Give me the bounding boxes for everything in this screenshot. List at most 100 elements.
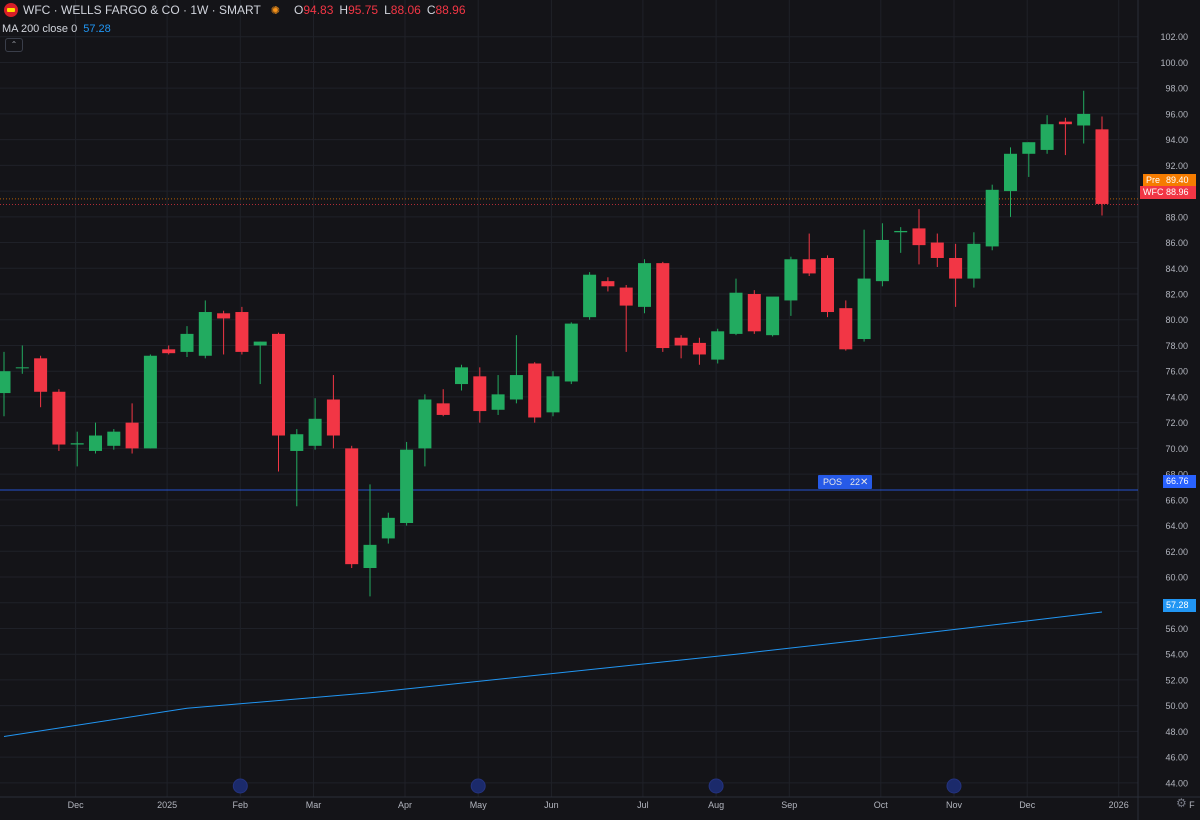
- x-tick-label: Nov: [946, 800, 963, 810]
- y-tick-label: 84.00: [1165, 264, 1188, 274]
- y-tick-label: 86.00: [1165, 238, 1188, 248]
- x-tick-label: 2025: [157, 800, 177, 810]
- candle-body: [875, 239, 889, 282]
- candle-body: [345, 448, 359, 565]
- x-tick-label: Dec: [1019, 800, 1036, 810]
- last-price-tag-value: 88.96: [1163, 186, 1196, 199]
- y-tick-label: 60.00: [1165, 573, 1188, 583]
- position-label[interactable]: POS 22 ✕: [818, 475, 872, 489]
- candle-body: [217, 313, 231, 319]
- candle-body: [272, 333, 285, 436]
- candle-body: [89, 435, 102, 451]
- candle-body: [656, 263, 670, 349]
- candle-body: [784, 259, 798, 301]
- candle-body: [253, 341, 267, 346]
- candle-body: [692, 342, 706, 355]
- candle-body: [729, 292, 743, 334]
- pre-market-tag-value: 89.40: [1163, 174, 1196, 187]
- y-tick-label: 76.00: [1165, 367, 1188, 377]
- candle-body: [326, 399, 340, 436]
- candle-body: [747, 294, 761, 332]
- y-tick-label: 88.00: [1165, 212, 1188, 222]
- ma-price-tag: 57.28: [1163, 599, 1196, 612]
- event-marker-icon: [232, 778, 248, 794]
- candle-body: [802, 259, 816, 274]
- y-tick-label: 102.00: [1160, 32, 1188, 42]
- candle-body: [162, 349, 176, 354]
- y-tick-label: 50.00: [1165, 701, 1188, 711]
- high-value: 95.75: [348, 3, 379, 17]
- x-tick-label: Mar: [306, 800, 322, 810]
- low-label: L: [384, 3, 391, 17]
- position-qty: 22: [850, 477, 861, 487]
- candle-body: [491, 394, 505, 410]
- position-text: POS: [823, 477, 843, 487]
- candle-body: [52, 391, 66, 445]
- candle-body: [15, 367, 29, 369]
- position-price-tag: 66.76: [1163, 475, 1196, 488]
- candle-body: [290, 434, 304, 451]
- candle-body: [473, 376, 487, 412]
- x-tick-label: Feb: [233, 800, 249, 810]
- y-tick-label: 72.00: [1165, 418, 1188, 428]
- candle-body: [400, 449, 414, 523]
- candle-body: [985, 189, 999, 247]
- y-tick-label: 56.00: [1165, 624, 1188, 634]
- x-tick-label: 2026: [1109, 800, 1129, 810]
- close-label: C: [426, 3, 436, 17]
- candle-body: [821, 257, 834, 313]
- candle-body: [583, 274, 597, 318]
- y-tick-label: 62.00: [1165, 547, 1188, 557]
- candle-body: [949, 257, 963, 279]
- y-tick-label: 48.00: [1165, 727, 1188, 737]
- x-tick-label: Oct: [874, 800, 889, 810]
- wells-fargo-logo-icon: [4, 3, 18, 17]
- symbol-title[interactable]: WFC · WELLS FARGO & CO · 1W · SMART: [23, 3, 261, 17]
- candle-body: [839, 308, 853, 350]
- candle-body: [198, 312, 212, 356]
- candle-body: [363, 544, 377, 569]
- y-tick-label: 94.00: [1165, 135, 1188, 145]
- candle-body: [967, 243, 981, 279]
- y-tick-label: 92.00: [1165, 161, 1188, 171]
- market-status-icon[interactable]: ✺: [270, 4, 281, 17]
- x-tick-label: Jun: [544, 800, 559, 810]
- x-tick-label: Jul: [637, 800, 649, 810]
- y-tick-label: 100.00: [1160, 58, 1188, 68]
- candle-body: [638, 263, 651, 307]
- y-tick-label: 54.00: [1165, 650, 1188, 660]
- candle-body: [912, 228, 926, 246]
- y-tick-label: 80.00: [1165, 315, 1188, 325]
- y-tick-label: 44.00: [1165, 778, 1188, 788]
- candle-body: [509, 375, 523, 400]
- open-value: 94.83: [303, 3, 334, 17]
- pre-market-tag-label: Pre: [1143, 174, 1163, 187]
- indicator-name[interactable]: MA 200 close 0: [2, 23, 78, 35]
- settings-gear-icon[interactable]: ⚙: [1176, 796, 1187, 810]
- candle-body: [1040, 124, 1054, 150]
- candle-body: [235, 312, 249, 352]
- candle-body: [125, 422, 139, 449]
- indicator-legend[interactable]: MA 200 close 0 57.28: [2, 20, 111, 38]
- candle-body: [1022, 142, 1036, 154]
- candle-body: [711, 331, 725, 360]
- y-tick-label: 70.00: [1165, 444, 1188, 454]
- y-tick-label: 68.00: [1165, 470, 1188, 480]
- x-tick-label: Aug: [708, 800, 724, 810]
- candle-body: [546, 376, 560, 413]
- y-tick-label: 52.00: [1165, 675, 1188, 685]
- x-tick-label: Dec: [68, 800, 85, 810]
- candle-body: [894, 230, 908, 233]
- candle-body: [930, 242, 944, 258]
- y-tick-label: 64.00: [1165, 521, 1188, 531]
- candle-body: [436, 403, 450, 415]
- y-tick-label: 46.00: [1165, 753, 1188, 763]
- collapse-legend-icon[interactable]: ⌃: [5, 38, 23, 52]
- x-tick-label: Sep: [781, 800, 797, 810]
- candle-body: [418, 399, 432, 449]
- x-tick-label: Apr: [398, 800, 412, 810]
- candle-body: [1095, 129, 1109, 204]
- close-position-icon[interactable]: ✕: [860, 476, 869, 488]
